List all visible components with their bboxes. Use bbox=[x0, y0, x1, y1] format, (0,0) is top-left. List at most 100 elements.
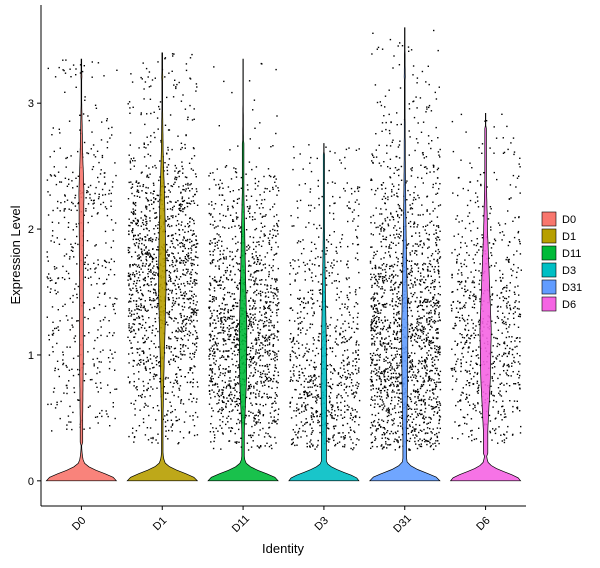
cell-point bbox=[158, 221, 160, 224]
cell-point bbox=[155, 363, 158, 366]
cell-point bbox=[413, 192, 415, 194]
cell-point bbox=[429, 442, 431, 444]
cell-point bbox=[106, 335, 108, 337]
cell-point bbox=[318, 236, 320, 238]
cell-point bbox=[112, 229, 114, 231]
cell-point bbox=[254, 188, 257, 190]
cell-point bbox=[93, 307, 96, 309]
cell-point bbox=[192, 169, 194, 171]
cell-point bbox=[184, 231, 186, 233]
cell-point bbox=[195, 90, 197, 92]
cell-point bbox=[178, 297, 180, 299]
cell-point bbox=[149, 354, 152, 356]
cell-point bbox=[163, 386, 165, 388]
cell-point bbox=[399, 383, 401, 385]
cell-point bbox=[435, 349, 438, 351]
cell-point bbox=[173, 358, 175, 360]
cell-point bbox=[251, 253, 253, 255]
cell-point bbox=[235, 212, 237, 214]
cell-point bbox=[438, 301, 440, 303]
cell-point bbox=[255, 351, 257, 353]
cell-point bbox=[99, 320, 102, 322]
cell-point bbox=[429, 396, 431, 398]
cell-point bbox=[186, 176, 188, 179]
cell-point bbox=[65, 157, 67, 160]
cell-point bbox=[298, 377, 301, 379]
cell-point bbox=[261, 319, 263, 322]
cell-point bbox=[410, 301, 412, 303]
cell-point bbox=[290, 443, 293, 446]
cell-point bbox=[438, 378, 440, 380]
cell-point bbox=[258, 409, 260, 411]
cell-point bbox=[114, 222, 117, 224]
cell-point bbox=[355, 229, 357, 231]
cell-point bbox=[144, 340, 146, 343]
cell-point bbox=[177, 135, 179, 137]
cell-point bbox=[370, 233, 372, 235]
cell-point bbox=[250, 446, 253, 448]
cell-point bbox=[185, 345, 187, 347]
cell-point bbox=[128, 181, 130, 184]
cell-point bbox=[272, 380, 274, 383]
cell-point bbox=[183, 302, 186, 304]
cell-point bbox=[159, 377, 161, 380]
cell-point bbox=[226, 327, 229, 329]
cell-point bbox=[66, 387, 68, 389]
cell-point bbox=[261, 365, 264, 367]
cell-point bbox=[167, 419, 169, 422]
cell-point bbox=[335, 299, 338, 301]
cell-point bbox=[105, 208, 108, 210]
cell-point bbox=[388, 129, 391, 132]
cell-point bbox=[381, 278, 384, 280]
cell-point bbox=[438, 422, 440, 425]
cell-point bbox=[318, 375, 320, 378]
cell-point bbox=[164, 186, 166, 188]
cell-point bbox=[249, 322, 251, 324]
cell-point bbox=[158, 346, 160, 348]
cell-point bbox=[141, 242, 143, 245]
cell-point bbox=[74, 288, 76, 290]
cell-point bbox=[183, 236, 185, 238]
cell-point bbox=[408, 130, 410, 132]
cell-point bbox=[135, 180, 138, 182]
cell-point bbox=[408, 424, 411, 426]
cell-point bbox=[299, 364, 301, 367]
cell-point bbox=[428, 341, 430, 343]
cell-point bbox=[251, 357, 254, 360]
cell-point bbox=[131, 293, 134, 296]
cell-point bbox=[275, 178, 277, 180]
cell-point bbox=[314, 448, 316, 450]
cell-point bbox=[249, 387, 251, 390]
cell-point bbox=[191, 188, 193, 190]
cell-point bbox=[209, 250, 211, 253]
cell-point bbox=[239, 270, 241, 272]
cell-point bbox=[140, 113, 142, 116]
cell-point bbox=[409, 398, 412, 400]
cell-point bbox=[437, 293, 440, 295]
cell-point bbox=[112, 406, 114, 408]
cell-point bbox=[223, 309, 226, 311]
cell-point bbox=[396, 336, 399, 339]
cell-point bbox=[297, 259, 300, 261]
cell-point bbox=[235, 171, 238, 174]
cell-point bbox=[389, 234, 391, 237]
cell-point bbox=[52, 391, 55, 393]
cell-point bbox=[314, 367, 316, 369]
cell-point bbox=[133, 313, 135, 315]
cell-point bbox=[75, 86, 77, 88]
cell-point bbox=[171, 148, 173, 151]
cell-point bbox=[276, 386, 278, 389]
cell-point bbox=[171, 259, 174, 262]
cell-point bbox=[133, 263, 136, 265]
cell-point bbox=[227, 350, 230, 352]
cell-point bbox=[383, 372, 385, 374]
cell-point bbox=[111, 353, 113, 355]
cell-point bbox=[160, 139, 162, 142]
cell-point bbox=[213, 290, 216, 292]
cell-point bbox=[427, 354, 429, 356]
cell-point bbox=[130, 278, 132, 280]
cell-point bbox=[168, 360, 170, 362]
cell-point bbox=[373, 406, 376, 408]
cell-point bbox=[223, 319, 226, 321]
cell-point bbox=[357, 354, 359, 356]
